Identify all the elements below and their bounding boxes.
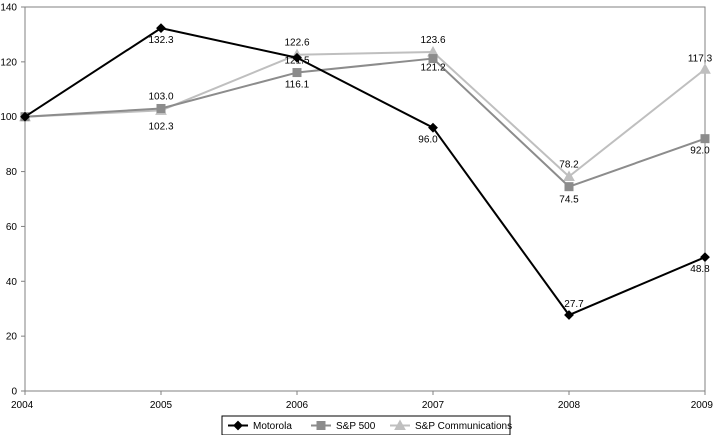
x-tick-label: 2006: [286, 400, 309, 411]
legend-box: [221, 415, 511, 435]
data-label: 116.1: [285, 80, 310, 91]
y-tick-label: 0: [11, 387, 17, 398]
data-label: 78.2: [559, 160, 579, 171]
data-label: 132.3: [148, 35, 173, 46]
legend-label: S&P 500: [336, 421, 376, 432]
data-label: 27.7: [564, 299, 584, 310]
data-label: 92.0: [690, 146, 710, 157]
data-label: 117.3: [688, 53, 713, 64]
x-tick-label: 2005: [150, 400, 173, 411]
y-tick-label: 140: [0, 3, 17, 14]
data-point-square: [700, 134, 710, 144]
x-tick-label: 2008: [558, 400, 581, 411]
data-point-square: [316, 421, 326, 430]
plot-area-frame: [24, 6, 706, 392]
series-line-motorola: [24, 27, 706, 317]
axes: 0 20 40 60 80 100 120 140 2004 2005 2006 2007 2008 20…: [0, 3, 713, 412]
data-label: 103.0: [148, 91, 173, 102]
legend: Motorola S&P 500 S&P Communications: [221, 415, 512, 435]
data-point-square: [564, 182, 574, 192]
data-point-diamond: [428, 122, 438, 133]
y-tick-label: 120: [0, 57, 17, 68]
x-tick-label: 2004: [11, 400, 34, 411]
series-layer: [19, 23, 711, 320]
series-line-s-p-500: [24, 57, 706, 188]
data-label: 96.0: [418, 135, 438, 146]
data-point-diamond: [292, 52, 302, 63]
y-tick-label: 100: [0, 112, 17, 123]
data-label: 121.5: [284, 56, 309, 67]
data-point-diamond: [564, 310, 574, 320]
data-label: 74.5: [559, 195, 579, 206]
data-point-triangle: [699, 63, 711, 74]
data-label: 102.3: [148, 121, 173, 132]
x-tick-label: 2007: [422, 400, 445, 411]
series-line-s-p-communications: [24, 50, 706, 178]
data-point-diamond: [233, 420, 243, 431]
data-point-square: [156, 103, 166, 113]
legend-label: Motorola: [253, 421, 292, 432]
legend-label: S&P Communications: [415, 421, 512, 432]
data-point-square: [428, 54, 438, 64]
data-label: 123.6: [420, 35, 445, 46]
y-tick-label: 60: [6, 222, 18, 233]
data-point-diamond: [156, 23, 166, 34]
data-label: 122.6: [284, 38, 309, 49]
y-tick-label: 80: [6, 167, 18, 178]
x-tick-label: 2009: [691, 400, 714, 411]
data-point-diamond: [20, 111, 30, 122]
y-tick-label: 40: [6, 277, 18, 288]
y-tick-label: 20: [6, 332, 18, 343]
data-label: 48.8: [690, 264, 710, 275]
data-labels: 132.3 121.5 96.0 27.7 48.8 103.0 116.1 121.2 74.…: [148, 35, 712, 310]
data-point-square: [292, 68, 302, 78]
data-point-triangle: [394, 419, 406, 430]
data-point-triangle: [563, 170, 575, 182]
data-label: 121.2: [420, 63, 445, 74]
data-point-diamond: [700, 252, 710, 263]
